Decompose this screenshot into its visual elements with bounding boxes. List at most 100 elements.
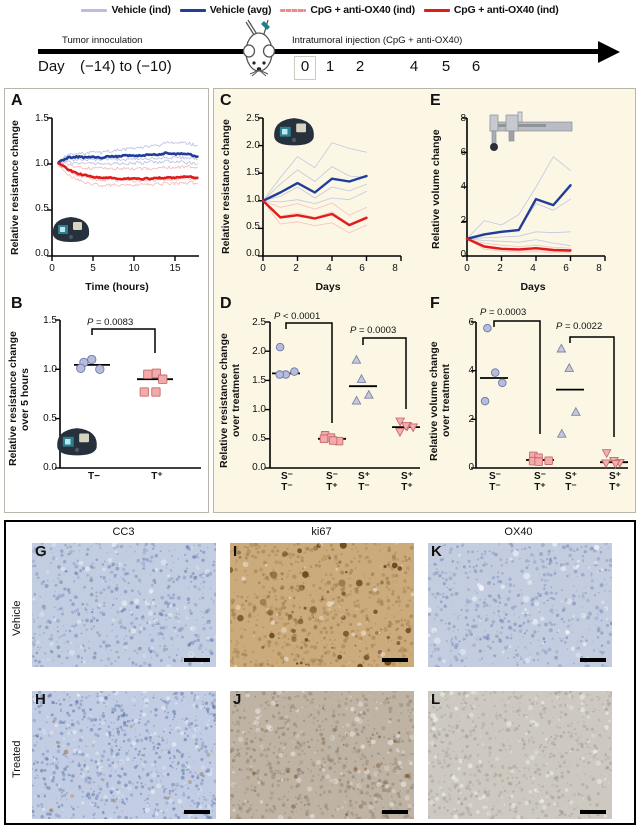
series-line	[58, 155, 198, 163]
series-line	[466, 238, 571, 247]
panel-F-ytick-2: 2	[468, 414, 474, 425]
data-point-marker	[275, 342, 285, 352]
panel-group-left: A Relative resistance change 1.5 1.0 0.5…	[4, 88, 209, 513]
timeline-day-0: 0	[300, 58, 310, 75]
series-line	[262, 200, 367, 225]
panel-E-xlabel: Days	[520, 281, 546, 293]
series-line	[261, 174, 368, 202]
panel-F-ylabel: Relative volume change over treatment	[428, 341, 452, 461]
data-point-marker	[401, 422, 411, 432]
implant-device-icon	[274, 118, 314, 146]
panel-letter-E: E	[430, 92, 441, 109]
data-point-marker	[351, 395, 362, 405]
panel-E-plot: 8 6 4 2 0 0 2 4 6 8	[448, 105, 623, 274]
data-point-marker	[139, 387, 149, 397]
series-line	[465, 237, 572, 252]
histology-texture-L	[428, 691, 612, 819]
histology-texture-I	[230, 543, 414, 667]
legend-item-cpg-avg: CpG + anti-OX40 (ind)	[423, 4, 559, 16]
panel-A-ytick-0.5: 0.5	[35, 203, 49, 214]
data-point-marker	[556, 343, 567, 353]
panel-B-ytick-1.5: 1.5	[43, 315, 57, 326]
data-point-marker	[394, 428, 405, 438]
legend-swatch-vehicle-ind	[81, 8, 108, 12]
histology-panel-letter-K: K	[431, 543, 442, 560]
implant-device-icon	[57, 428, 97, 456]
panel-E-canvas	[462, 117, 606, 261]
legend-item-vehicle-ind: Vehicle (ind)	[81, 4, 171, 16]
timeline-injection-label: Intratumoral injection (CpG + anti-OX40)	[292, 35, 463, 46]
scale-bar	[580, 658, 606, 662]
caliper-icon	[489, 111, 573, 151]
histology-panel-letter-G: G	[35, 543, 47, 560]
data-point-marker	[498, 378, 507, 388]
panel-C-plot: 2.5 2.0 1.5 1.0 0.5 0.0 0 2 4 6 8	[238, 105, 418, 274]
panel-C-ytick-0.0: 0.0	[246, 248, 260, 259]
data-point-marker	[534, 457, 543, 466]
timeline-day-range: (−14) to (−10)	[80, 58, 172, 75]
series-line	[262, 183, 367, 202]
scale-bar	[580, 810, 606, 814]
histology-image-H[interactable]: H	[32, 691, 216, 819]
histology-image-G[interactable]: G	[32, 543, 216, 667]
panel-F-cat-1: S⁻ T⁺	[534, 471, 546, 493]
panel-B-canvas	[55, 319, 201, 469]
data-point-marker	[87, 354, 97, 365]
panel-F-canvas	[471, 320, 628, 469]
panel-B-ytick-0.0: 0.0	[43, 462, 57, 473]
panel-E-xtick-4: 4	[530, 263, 536, 274]
data-point-marker	[363, 389, 374, 399]
histology-texture-G	[32, 543, 216, 667]
panel-D-ytick-1.0: 1.0	[252, 404, 266, 415]
histology-panel-letter-J: J	[233, 691, 242, 708]
timeline-day-word: Day	[38, 58, 65, 75]
histology-image-K[interactable]: K	[428, 543, 612, 667]
experiment-timeline: Tumor innoculation Intratumoral injectio…	[0, 19, 640, 86]
panel-letter-F: F	[430, 295, 440, 312]
data-point-marker	[564, 362, 575, 372]
panel-D-ytick-0.5: 0.5	[252, 433, 266, 444]
panel-F-cat-2: S⁺ T⁻	[565, 471, 577, 493]
data-point-marker	[601, 459, 611, 469]
legend-item-cpg-ind: CpG + anti-OX40 (ind)	[280, 4, 415, 16]
panel-F-pvalue-1: P = 0.0022	[556, 321, 603, 332]
series-line	[262, 166, 367, 202]
panel-A-plot: 1.5 1.0 0.5 0.0 0 5 10 15	[27, 105, 202, 274]
timeline-day-1: 1	[325, 58, 335, 75]
histology-image-L[interactable]: L	[428, 691, 612, 819]
panel-F-ytick-6: 6	[468, 317, 474, 328]
panel-letter-B: B	[11, 295, 23, 312]
panel-A-xtick-0: 0	[49, 263, 55, 274]
series-line	[58, 165, 198, 188]
legend-swatch-cpg-avg	[423, 8, 450, 12]
histology-image-J[interactable]: J	[230, 691, 414, 819]
series-line	[262, 191, 367, 204]
scale-bar	[184, 810, 210, 814]
histology-texture-K	[428, 543, 612, 667]
panel-E-xtick-8: 8	[596, 263, 602, 274]
panel-B-cat-1: T⁺	[151, 471, 163, 482]
histology-panel-letter-I: I	[233, 543, 238, 560]
panel-E-ytick-0: 0	[460, 249, 466, 260]
panel-D-ylabel: Relative resistance change over treatmen…	[218, 333, 242, 469]
scale-bar	[382, 658, 408, 662]
panel-C-ytick-2.0: 2.0	[246, 140, 260, 151]
legend-label-vehicle-ind: Vehicle (ind)	[111, 4, 171, 16]
panel-C-xtick-4: 4	[326, 263, 332, 274]
timeline-arrow-head	[598, 41, 620, 63]
panel-C-xtick-6: 6	[359, 263, 365, 274]
histology-panel-letter-L: L	[431, 691, 441, 708]
timeline-day0-box	[294, 56, 316, 80]
histology-image-I[interactable]: I	[230, 543, 414, 667]
panel-A-ytick-0.0: 0.0	[35, 248, 49, 259]
timeline-day-5: 5	[441, 58, 451, 75]
scale-bar	[184, 658, 210, 662]
panel-A-ytick-1.0: 1.0	[35, 158, 49, 169]
series-line	[57, 162, 199, 181]
panel-E-xtick-2: 2	[497, 263, 503, 274]
panel-A-ylabel: Relative resistance change	[9, 120, 21, 256]
panel-B-pvalue: P = 0.0083	[87, 317, 134, 328]
data-point-marker	[610, 459, 621, 469]
series-line	[262, 200, 367, 234]
